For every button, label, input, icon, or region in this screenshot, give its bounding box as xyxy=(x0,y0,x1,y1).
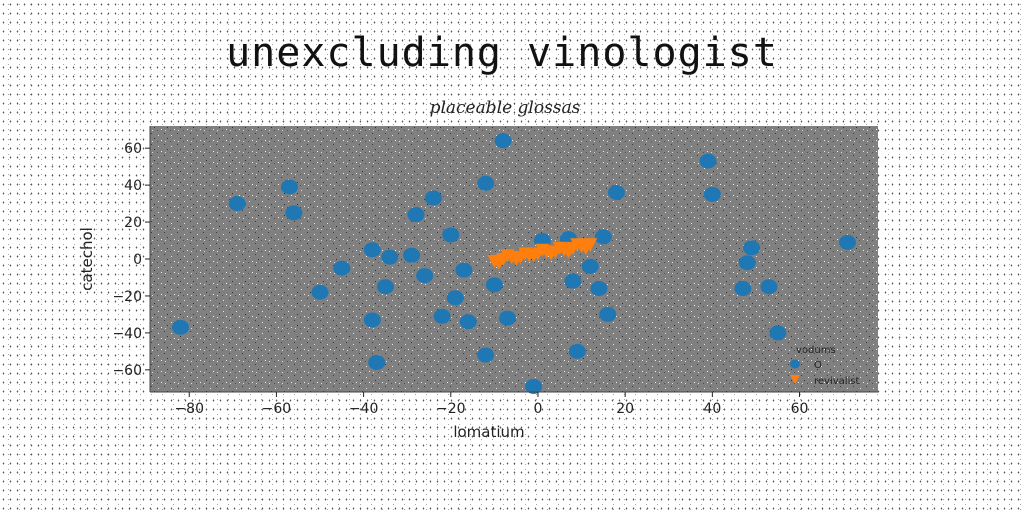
data-point xyxy=(494,133,512,149)
x-tick-label: 60 xyxy=(791,401,809,417)
data-point xyxy=(172,319,190,335)
data-point xyxy=(455,262,473,278)
chart-subtitle: placeable glossas xyxy=(429,98,581,118)
data-point xyxy=(581,258,599,274)
data-point xyxy=(568,343,586,359)
legend-marker xyxy=(790,375,800,384)
legend-label: revivalist xyxy=(814,376,860,387)
legend-marker xyxy=(790,359,800,369)
data-point xyxy=(699,153,717,169)
legend-label: O xyxy=(814,360,822,371)
data-point xyxy=(433,308,451,324)
data-point xyxy=(416,268,434,284)
data-point xyxy=(491,256,506,270)
data-point xyxy=(424,190,442,206)
x-tick-label: −20 xyxy=(436,401,466,417)
data-point xyxy=(376,279,394,295)
data-point xyxy=(363,312,381,328)
data-point xyxy=(599,306,617,322)
data-point xyxy=(280,179,298,195)
data-point xyxy=(363,242,381,258)
y-tick-label: −40 xyxy=(112,326,142,342)
data-point xyxy=(368,354,386,370)
legend-title: vodums xyxy=(796,345,836,356)
data-point xyxy=(703,186,721,202)
data-point xyxy=(500,249,515,263)
data-point xyxy=(333,260,351,276)
y-tick-label: −20 xyxy=(112,289,142,305)
x-tick-label: −40 xyxy=(349,401,379,417)
y-tick-label: 40 xyxy=(124,178,142,194)
data-point xyxy=(459,314,477,330)
x-tick-label: −60 xyxy=(262,401,292,417)
data-point xyxy=(578,241,593,255)
data-point xyxy=(838,234,856,250)
data-point xyxy=(590,281,608,297)
data-point xyxy=(552,241,567,255)
data-point xyxy=(485,277,503,293)
x-axis-label: lomatium xyxy=(453,423,524,441)
data-point xyxy=(564,273,582,289)
data-point xyxy=(477,175,495,191)
data-point xyxy=(760,279,778,295)
y-tick-label: 0 xyxy=(133,252,142,268)
data-point xyxy=(535,243,550,257)
data-point xyxy=(311,284,329,300)
data-point xyxy=(561,245,576,259)
data-point xyxy=(570,238,585,252)
data-point xyxy=(525,378,543,394)
data-point xyxy=(381,249,399,265)
data-point xyxy=(498,310,516,326)
data-point xyxy=(594,229,612,245)
data-point xyxy=(285,205,303,221)
data-point xyxy=(734,281,752,297)
chart-title: unexcluding vinologist xyxy=(226,30,778,76)
data-point xyxy=(446,290,464,306)
data-point xyxy=(607,185,625,200)
data-point xyxy=(738,255,756,271)
data-point xyxy=(509,253,524,266)
data-point xyxy=(769,325,787,341)
data-point xyxy=(544,247,559,261)
data-point xyxy=(517,247,532,261)
y-tick-label: 60 xyxy=(124,141,142,157)
data-point xyxy=(477,347,495,363)
y-axis-label: catechol xyxy=(78,227,96,291)
x-tick-label: −80 xyxy=(174,401,204,417)
x-tick-label: 0 xyxy=(534,401,543,417)
data-point xyxy=(526,249,541,263)
y-tick-label: −60 xyxy=(112,363,142,379)
data-point xyxy=(407,207,425,223)
y-tick-label: 20 xyxy=(124,215,142,231)
data-point xyxy=(743,240,761,256)
x-tick-label: 40 xyxy=(703,401,721,417)
data-point xyxy=(403,247,421,263)
data-point xyxy=(228,196,246,212)
data-point xyxy=(442,227,460,243)
x-tick-label: 20 xyxy=(616,401,634,417)
